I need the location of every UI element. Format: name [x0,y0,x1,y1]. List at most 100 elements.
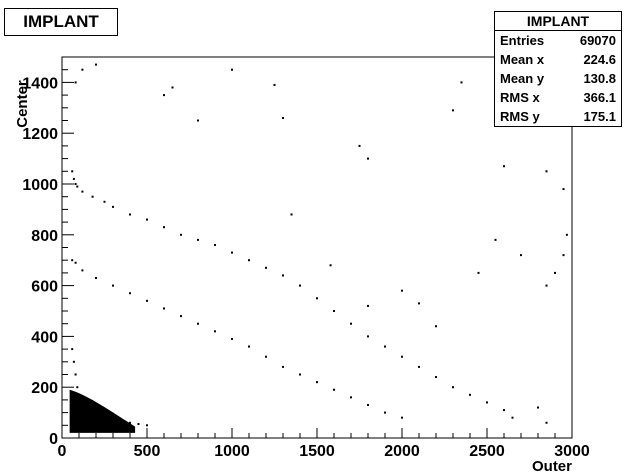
scatter-point [95,276,97,279]
x-tick-label: 1000 [214,443,250,460]
y-tick-label: 1400 [22,75,58,92]
scatter-point [214,243,216,246]
dense-cluster [69,389,136,433]
scatter-point [231,337,233,340]
y-axis-label: Center [14,80,31,128]
scatter-point [452,386,454,389]
scatter-point [214,330,216,333]
scatter-point [545,170,548,173]
scatter-point [74,373,77,376]
stats-box: IMPLANT Entries 69070 Mean x 224.6 Mean y 1… [494,11,622,127]
y-tick-label: 1000 [22,177,58,194]
scatter-point [554,271,556,274]
scatter-point [316,381,318,384]
scatter-point [565,233,568,236]
y-tick-label: 600 [31,279,58,296]
stats-label: Entries [500,33,545,48]
scatter-point [197,322,199,325]
scatter-point [503,409,505,412]
scatter-point [163,94,165,97]
scatter-point [384,345,386,348]
x-tick-label: 500 [134,443,161,460]
axis-ticks [61,56,573,439]
scatter-point [74,183,77,185]
scatter-point [72,360,75,363]
stats-title: IMPLANT [495,12,621,31]
stats-value: 366.1 [583,90,616,105]
stats-label: Mean x [500,52,545,67]
scatter-point [452,109,454,112]
scatter-point [163,307,165,310]
scatter-point [180,233,182,236]
scatter-point [129,421,131,424]
stats-label: Mean y [500,71,545,86]
scatter-point [146,218,148,221]
scatter-point [329,264,332,267]
scatter-point [401,416,403,419]
scatter-point [71,170,74,173]
scatter-point [367,335,369,338]
scatter-point [129,292,131,295]
scatter-point [146,424,148,427]
scatter-point [401,289,403,292]
scatter-point [418,302,420,305]
scatter-point [282,365,284,368]
y-tick-label: 800 [31,228,58,245]
scatter-point [231,68,233,71]
scatter-point [333,388,335,391]
scatter-point [460,81,463,84]
scatter-point [197,119,199,122]
scatter-point [299,284,301,287]
scatter-point [299,373,301,376]
scatter-point [95,63,97,66]
scatter-point [146,299,148,302]
scatter-point [418,365,420,368]
scatter-point [81,68,84,71]
scatter-point [71,348,74,351]
scatter-point [112,284,114,287]
scatter-point [91,195,94,198]
stats-value: 175.1 [583,109,616,124]
stats-row-mean-y: Mean y 130.8 [495,69,621,88]
scatter-point [435,325,437,328]
scatter-point [486,401,488,404]
scatter-point [282,116,284,119]
scatter-point [81,190,84,193]
scatter-point [171,86,174,89]
scatter-point [520,254,522,257]
stats-row-rms-x: RMS x 366.1 [495,88,621,107]
scatter-point [367,304,369,307]
scatter-point [503,165,505,168]
x-axis-label: Outer [532,458,572,475]
scatter-point [290,213,293,216]
scatter-point [545,421,548,424]
scatter-point [74,81,77,84]
stats-row-rms-y: RMS y 175.1 [495,107,621,126]
stats-value: 69070 [579,33,616,48]
scatter-point [265,266,267,269]
scatter-point [469,393,471,396]
scatter-point [350,322,352,325]
x-tick-label: 3000 [554,443,590,460]
scatter-point [537,406,539,409]
scatter-point [103,200,106,203]
scatter-point [350,396,352,399]
scatter-point [137,423,140,426]
scatter-point [163,226,165,229]
scatter-point [248,345,250,348]
scatter-point [367,403,369,406]
scatter-points [69,63,568,433]
tick-labels: 0 500 1000 1500 2000 2500 3000 0 200 400 600 800 100… [22,75,589,460]
scatter-point [273,83,276,86]
chart-title: IMPLANT [4,8,118,36]
stats-value: 224.6 [583,52,616,67]
x-tick-label: 2000 [384,443,420,460]
scatter-point [282,274,284,277]
scatter-point [367,157,369,160]
scatter-point [494,238,497,241]
scatter-point [76,185,79,188]
scatter-point [197,238,199,241]
scatter-point [180,315,182,318]
scatter-point [72,177,75,180]
y-tick-label: 1200 [22,126,58,143]
